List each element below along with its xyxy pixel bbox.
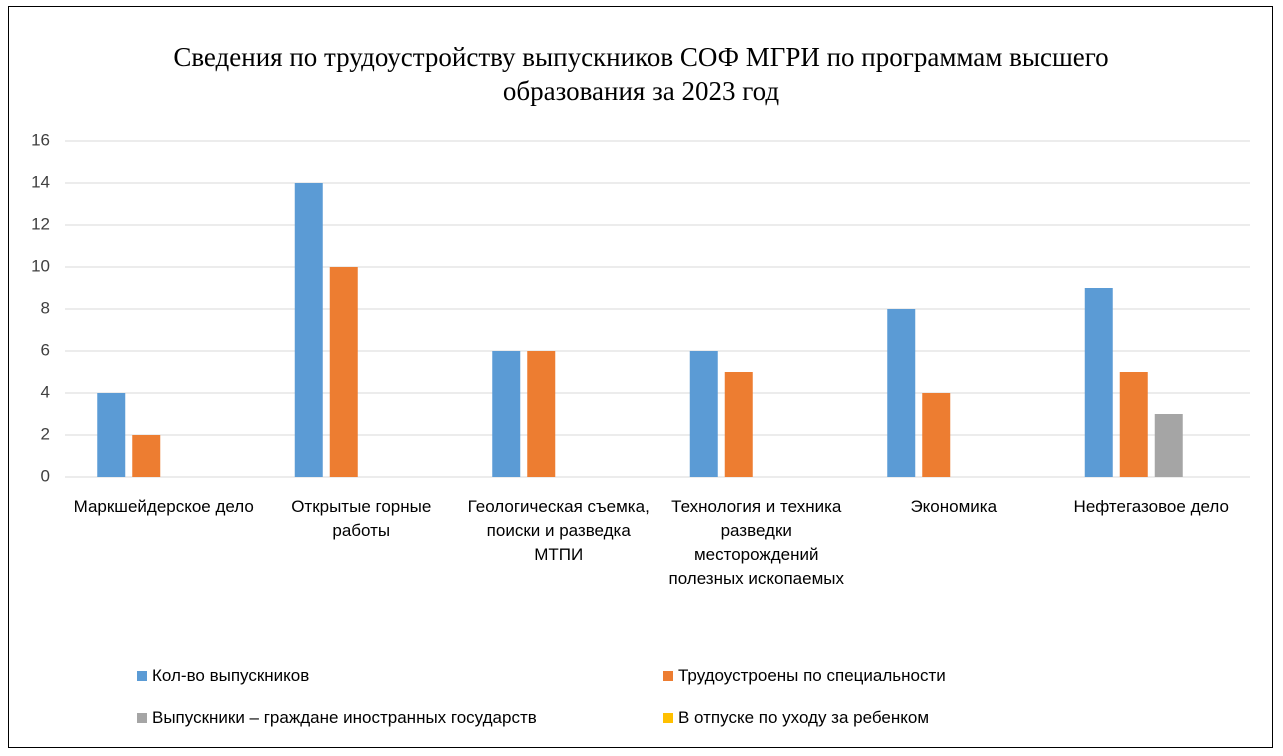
bar [922, 393, 951, 477]
x-tick-label: Геологическая съемка, поиски и разведка … [467, 497, 650, 564]
x-tick-label: Экономика [910, 497, 998, 516]
x-tick-label: Открытые горные работы [291, 497, 432, 540]
legend-swatch [663, 671, 673, 681]
x-tick-label: Нефтегазовое дело [1073, 497, 1229, 516]
bar [724, 372, 753, 477]
y-tick-label: 6 [41, 340, 50, 359]
y-tick-label: 8 [41, 298, 50, 317]
y-tick-label: 2 [41, 424, 50, 443]
y-tick-label: 10 [31, 256, 50, 275]
legend-swatch [137, 671, 147, 681]
legend-item: Трудоустроены по специальности [663, 666, 946, 686]
bar [329, 267, 358, 477]
bar [492, 351, 521, 477]
x-tick-label: Маркшейдерское дело [73, 497, 254, 516]
legend-swatch [137, 713, 147, 723]
legend-swatch [663, 713, 673, 723]
y-tick-label: 14 [31, 172, 50, 191]
legend-label: В отпуске по уходу за ребенком [678, 708, 930, 727]
bar [132, 435, 161, 477]
bar [97, 393, 126, 477]
legend-item: Кол-во выпускников [137, 666, 309, 686]
chart-title: Сведения по трудоустройству выпускников … [173, 42, 1109, 106]
y-tick-label: 4 [41, 382, 50, 401]
y-tick-label: 16 [31, 130, 50, 149]
bar [527, 351, 556, 477]
y-tick-label: 0 [41, 466, 50, 485]
legend-label: Трудоустроены по специальности [678, 666, 946, 685]
x-tick-label: Технология и техника разведки месторожде… [668, 497, 844, 588]
bar [1084, 288, 1113, 477]
bar [1119, 372, 1148, 477]
legend-label: Выпускники – граждане иностранных госуда… [152, 708, 537, 727]
bar [294, 183, 323, 477]
y-tick-label: 12 [31, 214, 50, 233]
legend-label: Кол-во выпускников [152, 666, 310, 685]
chart-frame [8, 6, 1273, 748]
bar [887, 309, 916, 477]
bar [1154, 414, 1183, 477]
legend-item: В отпуске по уходу за ребенком [663, 708, 929, 728]
bar [689, 351, 718, 477]
legend-item: Выпускники – граждане иностранных госуда… [137, 708, 537, 728]
